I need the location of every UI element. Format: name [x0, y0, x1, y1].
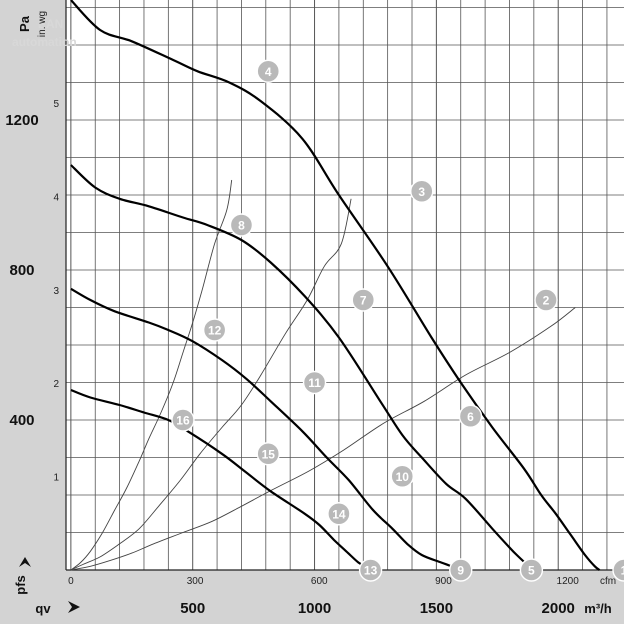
operating-point-label: 13: [364, 564, 378, 578]
inner-y-axis-tick-label: 1: [53, 473, 59, 484]
operating-point-label: 8: [238, 219, 245, 233]
point-layer: 2 3 4 5 6 7 8 9 10 11 12 13 14 15 16 1: [171, 59, 624, 582]
operating-point-marker: [458, 404, 483, 428]
x-axis-arrow-icon: [68, 601, 80, 613]
operating-point-marker: [171, 408, 195, 432]
operating-point-marker: [327, 502, 351, 526]
x-axis-symbol: qv: [35, 601, 51, 616]
inner-x-axis-tick-label: 1200: [557, 576, 580, 587]
watermark: EAN automation: [12, 17, 77, 49]
plot-area: [66, 0, 624, 570]
operating-point-marker: [256, 442, 280, 466]
inner-x-axis-tick-label: 600: [311, 576, 328, 587]
curve-layer: [70, 0, 601, 571]
y-axis-title: Pa: [17, 15, 32, 32]
operating-point-marker: [256, 59, 280, 83]
operating-point: 5: [519, 558, 544, 582]
operating-point-marker: [390, 464, 414, 488]
x-axis-tick-label: 2000: [542, 600, 575, 617]
y-axis-tick-label: 800: [9, 262, 34, 279]
x-axis-tick-label: 1500: [420, 600, 453, 617]
operating-point-label: 14: [332, 507, 346, 521]
operating-line: [70, 198, 352, 571]
operating-point-label: 2: [543, 294, 550, 308]
y-axis-tick-label: 1200: [5, 112, 38, 129]
operating-point: 12: [202, 318, 227, 342]
operating-point-label: 7: [360, 294, 367, 308]
fan-curve: [70, 388, 372, 571]
operating-point-marker: [534, 288, 558, 312]
inner-y-axis-title: in. wg: [37, 11, 48, 37]
inner-x-axis-tick-label: 300: [187, 576, 204, 587]
operating-point-marker: [351, 288, 375, 312]
inner-y-axis-tick-label: 4: [53, 192, 59, 203]
operating-point-marker: [229, 213, 254, 237]
fan-curve: [70, 164, 535, 571]
operating-point: 8: [229, 213, 254, 237]
fan-curve: [70, 0, 601, 571]
operating-point: 11: [302, 370, 327, 395]
operating-point: 2: [534, 288, 558, 312]
operating-point-label: 12: [208, 324, 222, 338]
y-symbol-group: pfs: [13, 557, 31, 595]
operating-line: [70, 179, 233, 571]
watermark-line-2: automation: [12, 35, 77, 49]
y-axis-tick-label: 400: [9, 412, 34, 429]
fan-curve: [70, 287, 457, 571]
x-axis-tick-label: 500: [180, 600, 205, 617]
operating-point: 3: [410, 179, 434, 203]
operating-point: 15: [256, 442, 280, 466]
operating-point-label: 15: [262, 447, 276, 461]
operating-point-label: 1: [621, 564, 624, 578]
inner-y-axis-tick-label: 5: [53, 99, 59, 110]
operating-point-label: 10: [396, 470, 410, 484]
operating-point-marker: [519, 558, 544, 582]
operating-point: 16: [171, 408, 195, 432]
operating-point: 9: [449, 558, 473, 582]
operating-point-label: 16: [176, 414, 190, 428]
operating-point-label: 9: [457, 564, 464, 578]
operating-point: 6: [458, 404, 483, 428]
operating-line: [70, 307, 576, 571]
operating-point-label: 4: [265, 65, 272, 79]
operating-point-marker: [449, 558, 473, 582]
inner-y-axis-tick-label: 2: [53, 379, 59, 390]
operating-point: 10: [390, 464, 414, 488]
operating-point-label: 11: [308, 376, 321, 390]
inner-x-axis-tick-label: 0: [68, 576, 74, 587]
operating-point-marker: [202, 318, 227, 342]
operating-point-marker: [410, 179, 434, 203]
operating-point-label: 6: [467, 410, 474, 424]
operating-point: 7: [351, 288, 375, 312]
operating-point: 4: [256, 59, 280, 83]
operating-point: 13: [358, 558, 383, 582]
y-axis-symbol: pfs: [13, 575, 28, 595]
y-axis-arrow-icon: [19, 557, 31, 567]
operating-point-marker: [358, 558, 383, 582]
operating-point-marker: [612, 558, 624, 582]
operating-point-marker: [302, 370, 327, 395]
x-axis-tick-label: 1000: [298, 600, 331, 617]
inner-y-axis-tick-label: 3: [53, 286, 59, 297]
bottom-axis-band: [0, 595, 624, 624]
x-symbol-group: qv: [35, 601, 80, 616]
operating-point-label: 3: [418, 185, 425, 199]
operating-point: 14: [327, 502, 351, 526]
operating-point-label: 5: [528, 564, 535, 578]
x-axis-unit: m³/h: [584, 601, 612, 616]
inner-x-axis-tick-label: 900: [435, 576, 452, 587]
operating-point: 1: [612, 558, 624, 582]
watermark-line-1: EAN: [38, 17, 63, 31]
inner-x-axis-unit: cfm: [600, 576, 616, 587]
